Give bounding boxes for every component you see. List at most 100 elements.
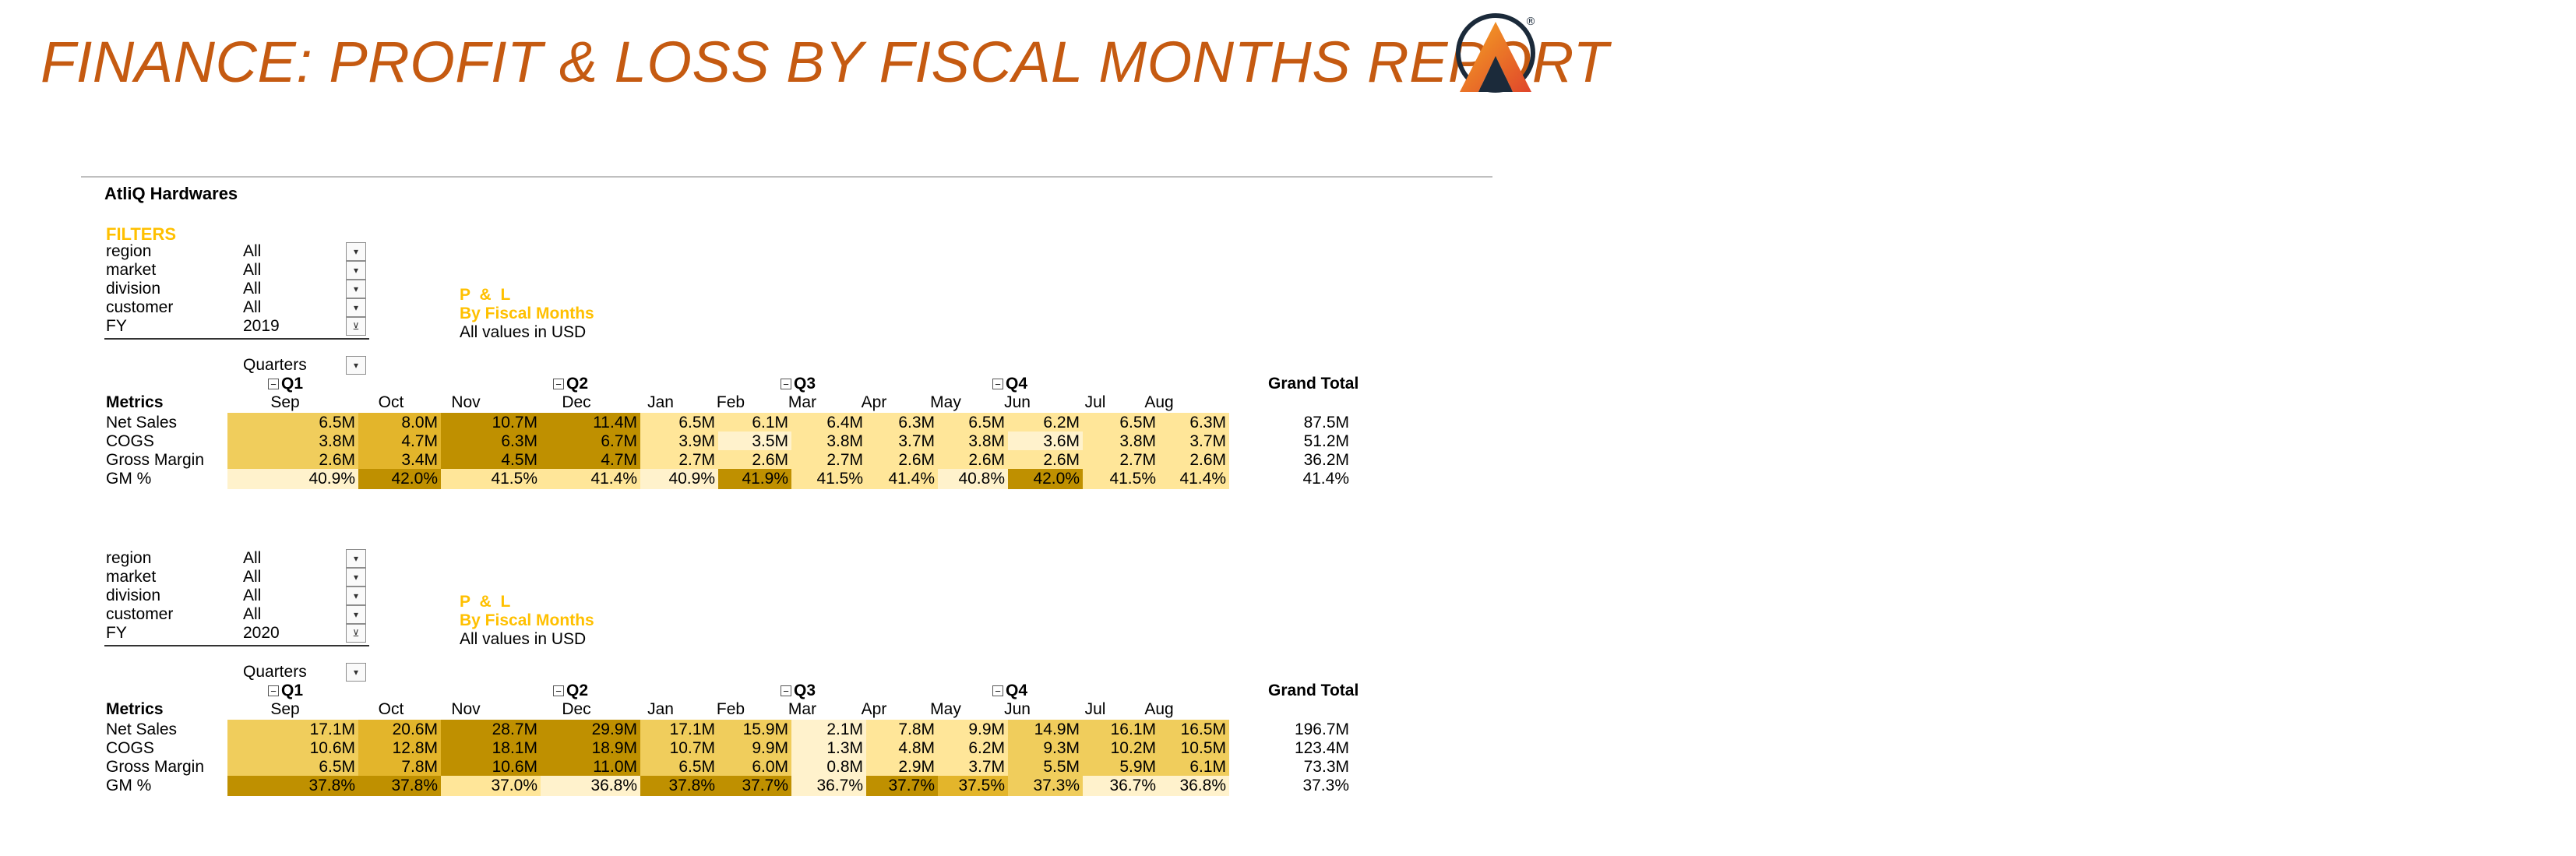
filter-dropdown-icon[interactable]: ▾ <box>346 568 366 587</box>
filter-value: All <box>243 242 262 260</box>
pl-title: P & L <box>460 286 513 304</box>
table-cell: 42.0% <box>1008 469 1083 489</box>
table-cell: 41.9% <box>718 469 791 489</box>
table-cell: 10.6M <box>227 738 358 759</box>
table-cell: 36.8% <box>1159 776 1229 796</box>
filter-label: division <box>106 587 161 604</box>
table-cell: 36.8% <box>541 776 640 796</box>
pl-subtitle: By Fiscal Months <box>460 611 594 629</box>
table-cell: 0.8M <box>791 757 866 777</box>
table-cell: 12.8M <box>358 738 441 759</box>
collapse-icon[interactable]: − <box>992 379 1003 389</box>
table-cell: 11.4M <box>541 413 640 433</box>
table-cell: 41.5% <box>1083 469 1159 489</box>
table-cell: 6.5M <box>1083 413 1159 433</box>
table-cell: 6.5M <box>227 757 358 777</box>
table-cell: 3.8M <box>938 432 1008 452</box>
filter-label: division <box>106 280 161 298</box>
table-cell: 3.7M <box>938 757 1008 777</box>
table-cell: 40.8% <box>938 469 1008 489</box>
quarters-label: Quarters <box>243 356 307 374</box>
filter-active-icon[interactable]: ⊻ <box>346 317 366 336</box>
month-header-mar: Mar <box>788 393 817 411</box>
filter-dropdown-icon[interactable]: ▾ <box>346 298 366 317</box>
quarter-label: Q1 <box>281 375 304 393</box>
table-row: COGS 10.6M 12.8M 18.1M 18.9M 10.7M 9.9M 1.3M 4.8… <box>81 738 1492 759</box>
collapse-icon[interactable]: − <box>992 685 1003 696</box>
metrics-header: Metrics <box>106 700 164 718</box>
quarter-header-q1[interactable]: − Q1 <box>268 681 303 701</box>
table-cell: 2.6M <box>938 450 1008 470</box>
quarter-header-q2[interactable]: − Q2 <box>553 374 588 394</box>
table-cell: 37.8% <box>358 776 441 796</box>
pl-subtitle: By Fiscal Months <box>460 305 594 322</box>
quarter-header-q1[interactable]: − Q1 <box>268 374 303 394</box>
quarter-label: Q2 <box>566 375 589 393</box>
filter-row-customer: customer All ▾ <box>81 604 377 625</box>
filter-active-icon[interactable]: ⊻ <box>346 624 366 643</box>
collapse-icon[interactable]: − <box>781 685 791 696</box>
filter-dropdown-icon[interactable]: ▾ <box>346 242 366 261</box>
table-cell: 5.5M <box>1008 757 1083 777</box>
table-cell: 4.8M <box>866 738 938 759</box>
metrics-header: Metrics <box>106 393 164 411</box>
filter-value: All <box>243 605 262 623</box>
table-row: COGS 3.8M 4.7M 6.3M 6.7M 3.9M 3.5M 3.8M 3.7M 3.8M… <box>81 432 1492 452</box>
table-cell: 3.6M <box>1008 432 1083 452</box>
table-cell: 2.7M <box>1083 450 1159 470</box>
table-cell: 37.3% <box>1008 776 1083 796</box>
report-block: region All ▾ market All ▾ division All ▾ customer… <box>81 548 1492 805</box>
table-cell: 6.3M <box>1159 413 1229 433</box>
filter-value: All <box>243 587 262 604</box>
table-cell: 6.7M <box>541 432 640 452</box>
table-cell: 2.1M <box>791 720 866 740</box>
table-cell: 15.9M <box>718 720 791 740</box>
table-cell: 7.8M <box>866 720 938 740</box>
table-cell: 10.5M <box>1159 738 1229 759</box>
grand-total-cell: 37.3% <box>1302 777 1349 794</box>
table-cell: 41.4% <box>866 469 938 489</box>
table-cell: 7.8M <box>358 757 441 777</box>
quarter-header-q3[interactable]: − Q3 <box>781 681 816 701</box>
filter-dropdown-icon[interactable]: ▾ <box>346 280 366 298</box>
table-cell: 37.0% <box>441 776 541 796</box>
collapse-icon[interactable]: − <box>553 685 564 696</box>
collapse-icon[interactable]: − <box>268 685 279 696</box>
atliq-logo-icon: ® <box>1456 13 1536 93</box>
filter-row-region: region All ▾ <box>81 548 377 569</box>
table-cell: 18.9M <box>541 738 640 759</box>
table-cell: 40.9% <box>227 469 358 489</box>
grand-total-header: Grand Total <box>1268 682 1359 699</box>
filter-label: customer <box>106 298 174 316</box>
collapse-icon[interactable]: − <box>553 379 564 389</box>
filter-dropdown-icon[interactable]: ▾ <box>346 261 366 280</box>
quarter-header-q2[interactable]: − Q2 <box>553 681 588 701</box>
month-header-feb: Feb <box>716 700 745 718</box>
filter-dropdown-icon[interactable]: ▾ <box>346 605 366 624</box>
quarters-field: Quarters ▾ <box>243 662 366 682</box>
quarter-header-q3[interactable]: − Q3 <box>781 374 816 394</box>
filter-row-division: division All ▾ <box>81 586 377 606</box>
filter-underline <box>104 645 369 646</box>
quarters-dropdown-icon[interactable]: ▾ <box>346 356 366 375</box>
collapse-icon[interactable]: − <box>268 379 279 389</box>
table-cell: 28.7M <box>441 720 541 740</box>
filter-row-market: market All ▾ <box>81 260 377 280</box>
grand-total-cell: 36.2M <box>1303 451 1349 469</box>
table-cell: 2.6M <box>1159 450 1229 470</box>
table-cell: 4.7M <box>541 450 640 470</box>
table-cell: 37.7% <box>866 776 938 796</box>
table-row: Net Sales 17.1M 20.6M 28.7M 29.9M 17.1M 15.9M 2… <box>81 720 1492 740</box>
filter-label: market <box>106 568 157 586</box>
filter-label: region <box>106 242 152 260</box>
quarter-header-q4[interactable]: − Q4 <box>992 374 1027 394</box>
table-cell: 3.5M <box>718 432 791 452</box>
quarters-dropdown-icon[interactable]: ▾ <box>346 663 366 682</box>
quarter-header-q4[interactable]: − Q4 <box>992 681 1027 701</box>
filter-dropdown-icon[interactable]: ▾ <box>346 587 366 605</box>
table-cell: 36.7% <box>791 776 866 796</box>
table-cell: 2.6M <box>866 450 938 470</box>
collapse-icon[interactable]: − <box>781 379 791 389</box>
filter-dropdown-icon[interactable]: ▾ <box>346 549 366 568</box>
month-header-mar: Mar <box>788 700 817 718</box>
